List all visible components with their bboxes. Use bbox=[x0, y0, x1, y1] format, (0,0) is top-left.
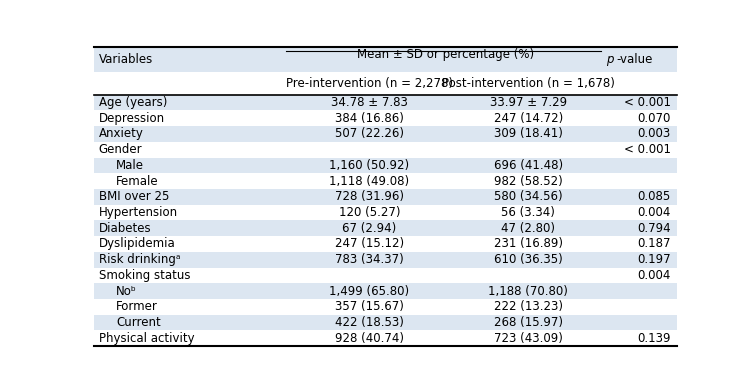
Text: 1,118 (49.08): 1,118 (49.08) bbox=[329, 175, 409, 187]
Text: 0.085: 0.085 bbox=[638, 190, 671, 203]
Bar bbox=[94, 47, 677, 72]
Text: 357 (15.67): 357 (15.67) bbox=[335, 300, 404, 314]
Bar bbox=[94, 205, 677, 221]
Text: 982 (58.52): 982 (58.52) bbox=[494, 175, 562, 187]
Text: 0.070: 0.070 bbox=[638, 112, 671, 125]
Text: 422 (18.53): 422 (18.53) bbox=[335, 316, 404, 329]
Text: Depression: Depression bbox=[99, 112, 165, 125]
Text: 0.794: 0.794 bbox=[638, 222, 671, 235]
Text: Smoking status: Smoking status bbox=[99, 269, 190, 282]
Text: 610 (36.35): 610 (36.35) bbox=[494, 253, 562, 266]
Text: Age (years): Age (years) bbox=[99, 96, 167, 109]
Text: Male: Male bbox=[116, 159, 144, 172]
Text: 696 (41.48): 696 (41.48) bbox=[493, 159, 562, 172]
Text: 268 (15.97): 268 (15.97) bbox=[493, 316, 562, 329]
Text: 67 (2.94): 67 (2.94) bbox=[342, 222, 396, 235]
Text: 1,188 (70.80): 1,188 (70.80) bbox=[488, 285, 568, 298]
Bar bbox=[94, 252, 677, 268]
Text: 0.197: 0.197 bbox=[638, 253, 671, 266]
Text: Dyslipidemia: Dyslipidemia bbox=[99, 238, 175, 251]
Text: 384 (16.86): 384 (16.86) bbox=[335, 112, 404, 125]
Text: 723 (43.09): 723 (43.09) bbox=[494, 332, 562, 345]
Text: < 0.001: < 0.001 bbox=[624, 96, 671, 109]
Text: Gender: Gender bbox=[99, 143, 142, 156]
Text: p: p bbox=[605, 53, 613, 66]
Bar bbox=[94, 189, 677, 205]
Text: 728 (31.96): 728 (31.96) bbox=[335, 190, 404, 203]
Text: 1,499 (65.80): 1,499 (65.80) bbox=[329, 285, 409, 298]
Text: Variables: Variables bbox=[99, 53, 153, 66]
Text: 1,160 (50.92): 1,160 (50.92) bbox=[329, 159, 409, 172]
Text: Female: Female bbox=[116, 175, 159, 187]
Bar bbox=[94, 142, 677, 158]
Text: 0.139: 0.139 bbox=[638, 332, 671, 345]
Bar bbox=[94, 72, 677, 95]
Text: 222 (13.23): 222 (13.23) bbox=[493, 300, 562, 314]
Text: Anxiety: Anxiety bbox=[99, 128, 144, 140]
Text: 309 (18.41): 309 (18.41) bbox=[494, 128, 562, 140]
Text: 33.97 ± 7.29: 33.97 ± 7.29 bbox=[490, 96, 567, 109]
Text: 47 (2.80): 47 (2.80) bbox=[501, 222, 555, 235]
Text: 0.004: 0.004 bbox=[638, 206, 671, 219]
Text: 580 (34.56): 580 (34.56) bbox=[494, 190, 562, 203]
Bar bbox=[94, 315, 677, 331]
Text: 0.004: 0.004 bbox=[638, 269, 671, 282]
Text: Pre-intervention (n = 2,278): Pre-intervention (n = 2,278) bbox=[286, 77, 453, 90]
Text: 783 (34.37): 783 (34.37) bbox=[335, 253, 404, 266]
Text: Current: Current bbox=[116, 316, 161, 329]
Text: 247 (15.12): 247 (15.12) bbox=[335, 238, 404, 251]
Text: Former: Former bbox=[116, 300, 158, 314]
Text: 0.003: 0.003 bbox=[638, 128, 671, 140]
Text: Mean ± SD or percentage (%): Mean ± SD or percentage (%) bbox=[356, 48, 534, 61]
Text: 34.78 ± 7.83: 34.78 ± 7.83 bbox=[331, 96, 408, 109]
Text: 56 (3.34): 56 (3.34) bbox=[502, 206, 555, 219]
Text: Hypertension: Hypertension bbox=[99, 206, 177, 219]
Bar bbox=[94, 221, 677, 236]
Text: Risk drinkingᵃ: Risk drinkingᵃ bbox=[99, 253, 180, 266]
Bar bbox=[94, 236, 677, 252]
Bar bbox=[94, 331, 677, 346]
Text: Noᵇ: Noᵇ bbox=[116, 285, 137, 298]
Bar bbox=[94, 110, 677, 126]
Text: 928 (40.74): 928 (40.74) bbox=[335, 332, 404, 345]
Text: 120 (5.27): 120 (5.27) bbox=[338, 206, 400, 219]
Text: Diabetes: Diabetes bbox=[99, 222, 151, 235]
Bar bbox=[94, 283, 677, 299]
Text: 231 (16.89): 231 (16.89) bbox=[493, 238, 562, 251]
Text: -value: -value bbox=[616, 53, 653, 66]
Bar bbox=[94, 173, 677, 189]
Bar bbox=[94, 158, 677, 173]
Bar bbox=[94, 268, 677, 283]
Text: BMI over 25: BMI over 25 bbox=[99, 190, 169, 203]
Text: 0.187: 0.187 bbox=[638, 238, 671, 251]
Text: Physical activity: Physical activity bbox=[99, 332, 194, 345]
Bar bbox=[94, 95, 677, 110]
Bar bbox=[94, 126, 677, 142]
Text: 247 (14.72): 247 (14.72) bbox=[493, 112, 562, 125]
Text: Post-intervention (n = 1,678): Post-intervention (n = 1,678) bbox=[441, 77, 614, 90]
Text: 507 (22.26): 507 (22.26) bbox=[335, 128, 404, 140]
Bar bbox=[94, 299, 677, 315]
Text: < 0.001: < 0.001 bbox=[624, 143, 671, 156]
